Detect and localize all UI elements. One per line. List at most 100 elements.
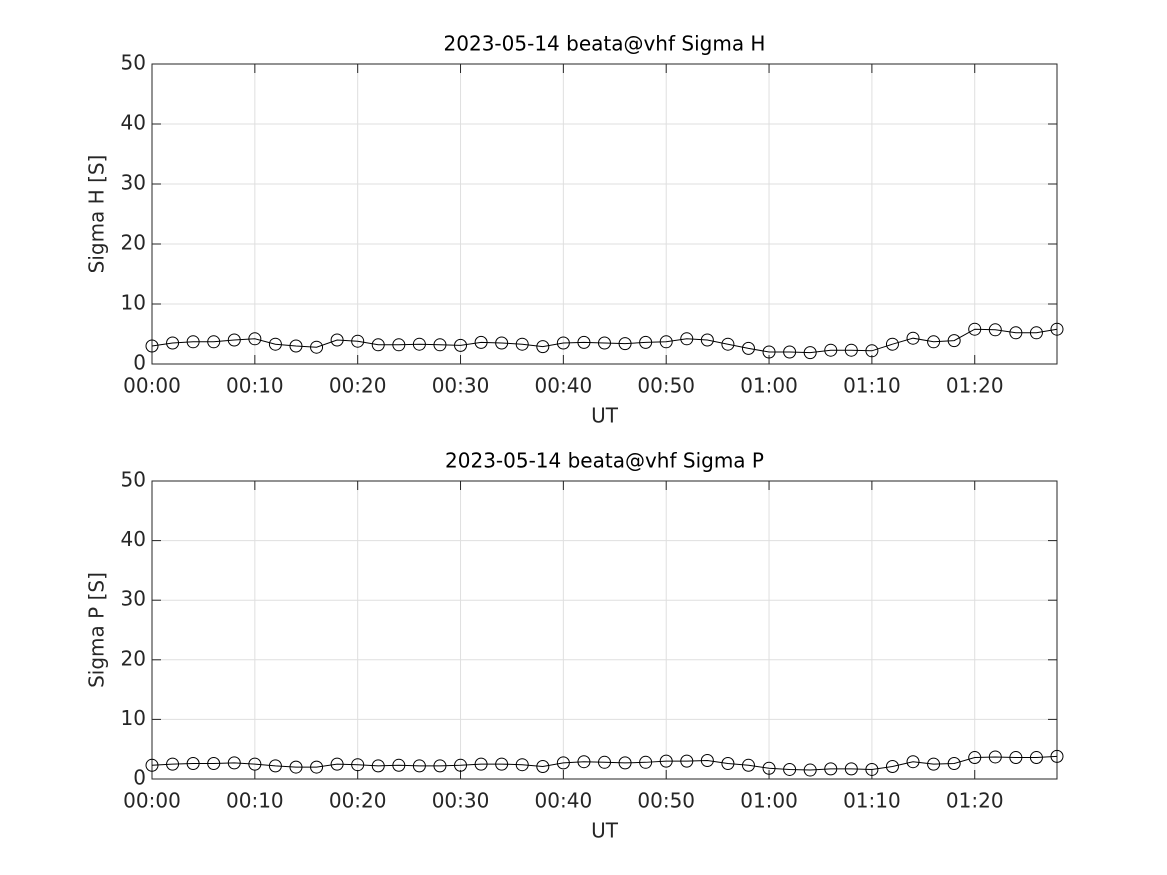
data-point [227, 756, 241, 770]
data-point [906, 755, 920, 769]
data-point [495, 336, 509, 350]
x-tick-label: 01:10 [843, 789, 901, 813]
data-point [762, 345, 776, 359]
y-tick-label: 20 [121, 646, 146, 670]
data-point [330, 757, 344, 771]
x-tick-label: 00:00 [123, 374, 181, 398]
data-point [392, 338, 406, 352]
data-point [227, 333, 241, 347]
data-point [803, 346, 817, 360]
data-point [844, 343, 858, 357]
y-axis-label: Sigma P [S] [85, 572, 109, 688]
data-point [371, 759, 385, 773]
x-tick-label: 00:10 [226, 789, 284, 813]
data-point [680, 754, 694, 768]
plot-frame [151, 480, 1058, 780]
data-point [248, 332, 262, 346]
data-point [145, 758, 159, 772]
data-point [947, 334, 961, 348]
data-point [515, 337, 529, 351]
data-point [783, 762, 797, 776]
data-point [1009, 751, 1023, 765]
x-axis-label: UT [591, 819, 619, 843]
data-point [741, 758, 755, 772]
data-point [289, 339, 303, 353]
data-point [351, 334, 365, 348]
data-point [824, 762, 838, 776]
data-point [454, 758, 468, 772]
data-point [166, 757, 180, 771]
data-point [659, 754, 673, 768]
y-tick-label: 30 [121, 171, 146, 195]
x-tick-label: 00:50 [637, 374, 695, 398]
data-line [151, 755, 1058, 771]
data-point [351, 758, 365, 772]
data-point [1009, 326, 1023, 340]
data-point [988, 750, 1002, 764]
y-tick-label: 0 [133, 351, 146, 375]
y-tick-label: 50 [121, 468, 146, 492]
x-tick-label: 01:10 [843, 374, 901, 398]
data-point [700, 333, 714, 347]
data-point [207, 757, 221, 771]
data-point [885, 759, 899, 773]
data-point [556, 336, 570, 350]
data-point [577, 335, 591, 349]
y-tick-label: 30 [121, 587, 146, 611]
data-point [474, 757, 488, 771]
data-point [289, 760, 303, 774]
x-tick-label: 01:00 [740, 789, 798, 813]
data-point [844, 762, 858, 776]
data-point [433, 759, 447, 773]
y-tick-label: 10 [121, 706, 146, 730]
data-point [968, 751, 982, 765]
x-tick-label: 01:00 [740, 374, 798, 398]
data-point [166, 336, 180, 350]
data-point [639, 335, 653, 349]
data-point [988, 323, 1002, 337]
data-point [927, 757, 941, 771]
data-point [721, 757, 735, 771]
data-point [968, 322, 982, 336]
chart-title: 2023-05-14 beata@vhf Sigma P [445, 449, 764, 473]
data-point [618, 756, 632, 770]
y-axis-label: Sigma H [S] [85, 155, 109, 274]
data-point [536, 340, 550, 354]
data-point [741, 341, 755, 355]
data-point [412, 337, 426, 351]
y-tick-label: 50 [121, 51, 146, 75]
data-point [145, 339, 159, 353]
data-point [659, 335, 673, 349]
data-point [412, 759, 426, 773]
data-point [803, 763, 817, 777]
data-point [495, 757, 509, 771]
y-tick-label: 40 [121, 111, 146, 135]
data-point [310, 340, 324, 354]
data-point [371, 338, 385, 352]
data-point [207, 335, 221, 349]
data-point [310, 760, 324, 774]
data-point [474, 335, 488, 349]
data-point [824, 343, 838, 357]
data-point [515, 758, 529, 772]
data-point [536, 759, 550, 773]
y-tick-label: 20 [121, 231, 146, 255]
chart-title: 2023-05-14 beata@vhf Sigma H [444, 32, 766, 56]
data-point [865, 344, 879, 358]
x-tick-label: 00:40 [535, 789, 593, 813]
data-point [454, 338, 468, 352]
data-point [186, 757, 200, 771]
data-point [618, 337, 632, 351]
data-point [1029, 326, 1043, 340]
data-point [947, 757, 961, 771]
y-tick-label: 40 [121, 527, 146, 551]
data-point [783, 345, 797, 359]
data-point [885, 337, 899, 351]
data-point [680, 332, 694, 346]
data-point [927, 335, 941, 349]
data-point [577, 755, 591, 769]
data-point [598, 755, 611, 769]
x-tick-label: 00:40 [535, 374, 593, 398]
